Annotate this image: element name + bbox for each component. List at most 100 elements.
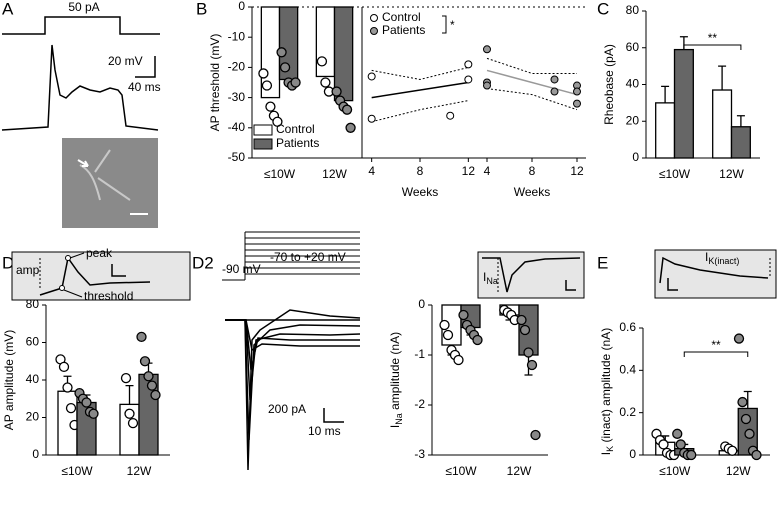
scale-bar bbox=[565, 280, 576, 291]
scale-bar bbox=[323, 408, 344, 423]
y-tick-label: 80 bbox=[626, 3, 640, 17]
data-point bbox=[139, 356, 151, 367]
protocol-steps bbox=[222, 231, 360, 281]
y-tick-label: 0 bbox=[238, 0, 245, 13]
label-part: amplitude (nA) bbox=[388, 332, 402, 413]
data-point bbox=[58, 361, 70, 373]
data-point bbox=[341, 104, 353, 115]
data-point bbox=[458, 309, 469, 321]
protocol-label: -70 to +20 mV bbox=[270, 250, 346, 264]
confidence-band bbox=[371, 66, 469, 80]
threshold-marker bbox=[59, 285, 65, 291]
legend-label: Patients bbox=[382, 23, 425, 37]
y-tick-label: -30 bbox=[228, 90, 246, 104]
label-part: I bbox=[599, 452, 613, 455]
legend-label: Patients bbox=[276, 136, 319, 150]
inset-label: INa bbox=[483, 270, 498, 286]
y-tick-label: 40 bbox=[626, 77, 640, 91]
label-part: I bbox=[388, 425, 402, 428]
error-bar bbox=[125, 384, 134, 405]
significance-label: * bbox=[450, 18, 455, 32]
legend-swatch bbox=[253, 138, 273, 150]
confidence-band bbox=[371, 100, 469, 123]
data-point bbox=[146, 380, 158, 391]
significance-bracket bbox=[683, 351, 749, 357]
y-tick-label: 80 bbox=[26, 297, 40, 311]
x-axis-label: Weeks bbox=[514, 185, 550, 199]
label-part: K(inact) bbox=[708, 256, 739, 266]
inset-label: IK(inact) bbox=[705, 250, 739, 266]
y-tick-label: 0.2 bbox=[619, 405, 636, 419]
data-point bbox=[550, 87, 559, 96]
x-tick-label: 4 bbox=[368, 164, 375, 178]
y-tick-label: -3 bbox=[414, 447, 425, 461]
y-tick-label: 20 bbox=[26, 410, 40, 424]
data-point bbox=[65, 402, 77, 414]
data-point bbox=[727, 445, 738, 456]
legend-swatch bbox=[253, 124, 273, 136]
y-tick-label: 60 bbox=[26, 335, 40, 349]
scale-bar bbox=[111, 264, 126, 277]
data-point bbox=[740, 413, 752, 425]
ik-schematic bbox=[659, 256, 769, 284]
stimulus-trace bbox=[2, 16, 160, 35]
data-point bbox=[316, 56, 328, 67]
data-point bbox=[88, 408, 99, 419]
data-point bbox=[453, 354, 464, 366]
data-point bbox=[464, 75, 473, 84]
panel-label: E bbox=[597, 253, 608, 272]
inset-label: amp bbox=[16, 263, 40, 277]
bar bbox=[730, 126, 751, 159]
data-point bbox=[516, 314, 527, 326]
x-tick-label: 12W bbox=[507, 464, 532, 478]
error-bar bbox=[736, 115, 745, 127]
y-tick-label: -20 bbox=[228, 60, 246, 74]
data-point bbox=[261, 80, 273, 91]
data-point bbox=[737, 396, 748, 408]
y-tick-label: -40 bbox=[228, 120, 246, 134]
y-axis-label: INa amplitude (nA) bbox=[388, 332, 404, 428]
data-point bbox=[744, 428, 755, 439]
inset bbox=[11, 251, 191, 301]
data-point bbox=[81, 397, 92, 408]
data-point bbox=[367, 114, 376, 123]
y-axis-label: Rheobase (pA) bbox=[602, 44, 616, 125]
arrow bbox=[77, 159, 89, 167]
y-axis-label: AP amplitude (mV) bbox=[2, 330, 16, 430]
data-point bbox=[367, 72, 376, 81]
x-tick-label: 12 bbox=[462, 164, 476, 178]
data-point bbox=[124, 408, 135, 419]
confidence-band bbox=[486, 88, 578, 111]
panel-label: C bbox=[597, 0, 609, 18]
scale-label: 10 ms bbox=[308, 424, 341, 438]
x-tick-label: 12 bbox=[570, 164, 584, 178]
data-point bbox=[519, 324, 531, 336]
x-tick-label: 12W bbox=[719, 167, 744, 181]
inset-label: peak bbox=[86, 246, 113, 260]
data-point bbox=[136, 331, 147, 343]
y-tick-label: -10 bbox=[228, 29, 246, 43]
y-tick-label: -50 bbox=[228, 150, 246, 164]
data-point bbox=[526, 359, 538, 371]
x-tick-label: ≤10W bbox=[445, 464, 477, 478]
label-part: Na bbox=[394, 413, 404, 425]
data-point bbox=[686, 449, 697, 461]
data-point bbox=[290, 77, 301, 88]
data-point bbox=[320, 77, 331, 88]
significance-label: ** bbox=[711, 338, 721, 352]
legend-marker bbox=[370, 27, 378, 35]
legend-marker bbox=[370, 14, 378, 22]
protocol-label: -90 mV bbox=[222, 262, 261, 276]
scale-label: 200 pA bbox=[268, 402, 306, 416]
ina-schematic bbox=[482, 257, 581, 293]
significance-bracket bbox=[683, 44, 742, 50]
legend-label: Control bbox=[276, 122, 315, 136]
x-tick-label: 12W bbox=[322, 167, 347, 181]
y-tick-label: 0 bbox=[418, 297, 425, 311]
panel-label: A bbox=[2, 0, 14, 18]
x-tick-label: ≤10W bbox=[61, 464, 93, 478]
data-point bbox=[573, 99, 581, 108]
bar bbox=[315, 6, 336, 78]
peak-marker bbox=[65, 255, 71, 261]
